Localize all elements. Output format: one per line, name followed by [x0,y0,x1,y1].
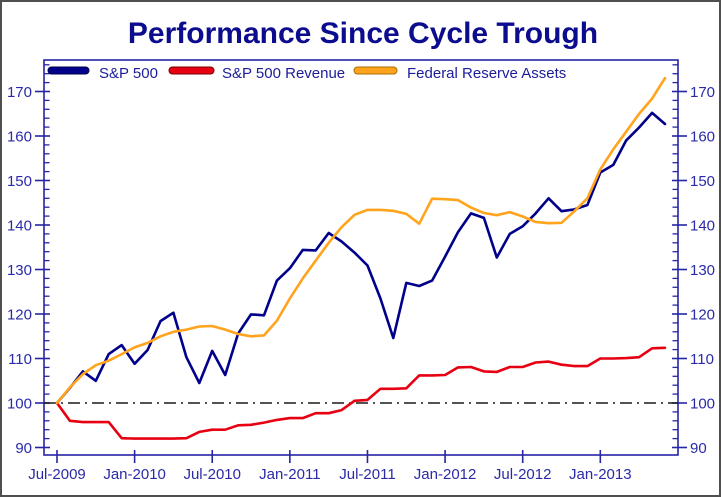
y-axis-tick-label-left: 90 [15,440,32,457]
x-axis-tick-label: Jul-2012 [494,466,552,483]
legend-label-sp500: S&P 500 [99,65,158,82]
chart-title: Performance Since Cycle Trough [128,17,598,50]
x-axis-tick-label: Jul-2009 [28,466,86,483]
series-line-s-p-500 [55,111,667,405]
legend-swatch-sp500 [47,66,90,75]
legend-swatch-sp500-revenue [168,66,215,75]
axes-layer: 90 90 100 100 110 110 120 120 130 130 140 140 150 150… [7,64,715,483]
x-axis-tick-label: Jul-2010 [183,466,241,483]
legend-label-fed-assets: Federal Reserve Assets [407,65,566,82]
y-axis-tick-label-left: 150 [7,173,32,190]
y-axis-tick-label-left: 100 [7,396,32,413]
series-layer [55,76,667,440]
x-axis-tick-label: Jan-2012 [414,466,477,483]
y-axis-tick-label-right: 90 [690,440,707,457]
y-axis-tick-label-right: 120 [690,307,715,324]
series-line-s-p-500-revenue [55,346,667,440]
y-axis-tick-label-right: 110 [690,351,714,368]
series-line-federal-reserve-assets [55,76,667,405]
y-axis-tick-label-left: 130 [7,262,32,279]
y-axis-tick-label-right: 140 [690,218,715,235]
y-axis-tick-label-left: 120 [7,307,32,324]
x-axis-tick-label: Jan-2013 [569,466,632,483]
y-axis-tick-label-left: 160 [7,129,32,146]
x-axis-tick-label: Jan-2011 [259,466,320,483]
y-axis-tick-label-right: 100 [690,396,715,413]
x-axis-tick-label: Jan-2010 [103,466,166,483]
y-axis-tick-label-right: 150 [690,173,715,190]
y-axis-tick-label-right: 130 [690,262,715,279]
y-axis-tick-label-left: 170 [7,84,32,101]
x-axis-tick-label: Jul-2011 [339,466,395,483]
plot-frame [43,59,679,456]
y-axis-tick-label-left: 140 [7,218,32,235]
y-axis-tick-label-right: 160 [690,129,715,146]
legend-label-sp500-revenue: S&P 500 Revenue [222,65,345,82]
legend: S&P 500 S&P 500 Revenue Federal Reserve … [47,65,566,82]
y-axis-tick-label-left: 110 [8,351,32,368]
legend-swatch-fed-assets [353,66,398,75]
y-axis-tick-label-right: 170 [690,84,715,101]
